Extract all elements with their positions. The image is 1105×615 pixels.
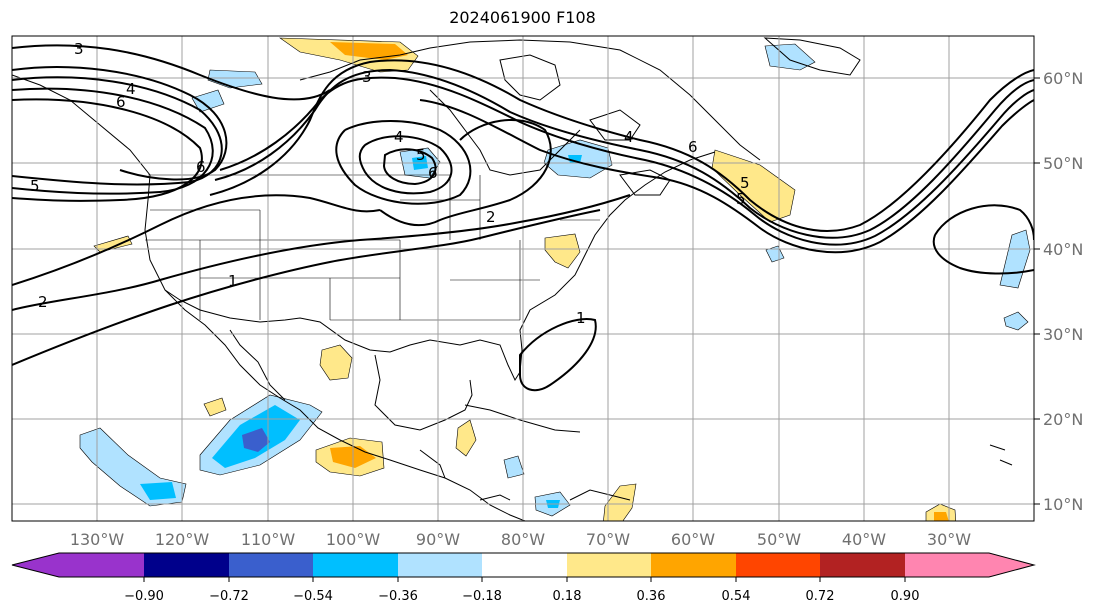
colorbar-label: 0.36	[637, 589, 666, 604]
contour-label: 2	[486, 208, 496, 226]
lon-label-group: 130°W 120°W 110°W 100°W 90°W 80°W 70°W 6…	[70, 530, 971, 549]
colorbar-label: −0.72	[209, 589, 249, 604]
contour-label: 5	[736, 190, 746, 208]
lon-label: 120°W	[155, 530, 210, 549]
lon-label: 90°W	[416, 530, 460, 549]
contour-label: 2	[38, 293, 48, 311]
lat-label-group: 60°N 50°N 40°N 30°N 20°N 10°N	[1043, 69, 1083, 514]
colorbar-bin	[59, 553, 144, 577]
lon-label: 110°W	[241, 530, 296, 549]
contour-label: 6	[428, 164, 438, 182]
contour-label: 3	[362, 68, 372, 86]
colorbar-extend-max	[989, 553, 1034, 577]
lon-label: 100°W	[326, 530, 381, 549]
colorbar-label: 0.90	[891, 589, 920, 604]
colorbar-bin	[820, 553, 905, 577]
lon-label: 130°W	[70, 530, 125, 549]
contour-label: 5	[416, 146, 426, 164]
contour-lines	[12, 44, 1034, 392]
colorbar-label: −0.36	[378, 589, 418, 604]
lat-label: 30°N	[1043, 325, 1083, 344]
contour-label: 5	[30, 177, 40, 195]
colorbar-label: −0.54	[293, 589, 333, 604]
contour-label: 6	[196, 158, 206, 176]
contour-label-group: 3 4 6 5 6 4 5 2 1 2 1 3 5 6 6 4 5	[30, 40, 750, 327]
lon-label: 40°W	[842, 530, 886, 549]
colorbar-bin	[736, 553, 820, 577]
colorbar-bin	[229, 553, 313, 577]
colorbar-label: 0.18	[553, 589, 582, 604]
lon-label: 60°W	[671, 530, 715, 549]
contour-label: 1	[576, 309, 586, 327]
colorbar-label: −0.90	[124, 589, 164, 604]
colorbar-bin	[905, 553, 989, 577]
lat-label: 20°N	[1043, 410, 1083, 429]
colorbar-bin	[567, 553, 651, 577]
colorbar-bin	[651, 553, 736, 577]
contour-label: 4	[624, 128, 634, 146]
colorbar-extend-min	[12, 553, 59, 577]
contour-label: 6	[688, 138, 698, 156]
colorbar-label: 0.72	[806, 589, 835, 604]
contour-label: 1	[228, 272, 238, 290]
colorbar: −0.90 −0.72 −0.54 −0.36 −0.18 0.18 0.36 …	[11, 552, 1036, 604]
map-frame	[11, 35, 1035, 522]
contour-label: 3	[74, 40, 84, 58]
colorbar-bin	[398, 553, 482, 577]
lon-label: 50°W	[757, 530, 801, 549]
lat-label: 50°N	[1043, 154, 1083, 173]
contour-label: 5	[740, 174, 750, 192]
lon-label: 80°W	[501, 530, 545, 549]
lat-ticks	[1034, 77, 1040, 505]
lon-label: 30°W	[927, 530, 971, 549]
contour-label: 4	[394, 128, 404, 146]
lon-label: 70°W	[586, 530, 630, 549]
colorbar-bin	[482, 553, 567, 577]
lat-label: 60°N	[1043, 69, 1083, 88]
colorbar-bin	[144, 553, 229, 577]
state-borders	[145, 174, 600, 321]
contour-label: 4	[126, 80, 136, 98]
lat-label: 10°N	[1043, 495, 1083, 514]
colorbar-outline	[11, 552, 1036, 578]
map-title: 2024061900 F108	[449, 8, 596, 27]
colorbar-bin	[313, 553, 398, 577]
contour-label: 6	[116, 93, 126, 111]
anomaly-fills	[79, 37, 1031, 521]
colorbar-label: 0.54	[722, 589, 751, 604]
colorbar-label: −0.18	[462, 589, 502, 604]
lat-label: 40°N	[1043, 240, 1083, 259]
